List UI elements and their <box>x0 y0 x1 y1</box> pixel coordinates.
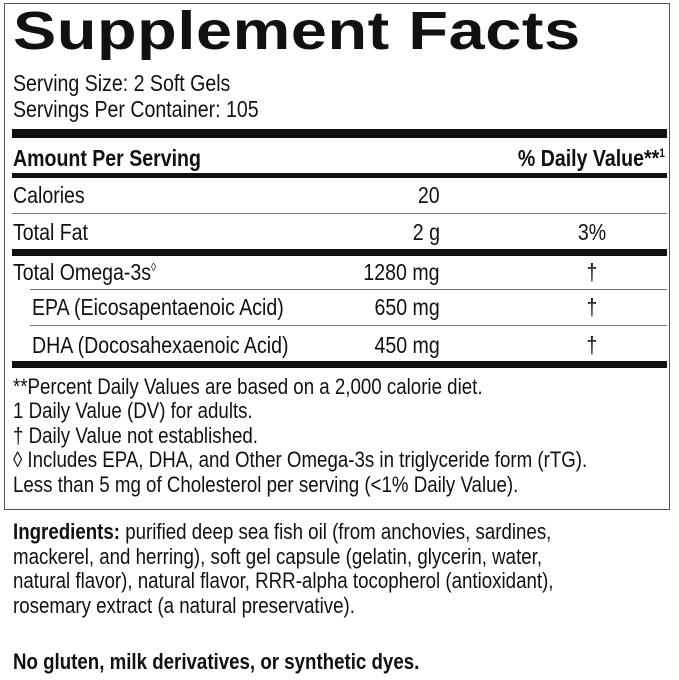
footnote: ◊ Includes EPA, DHA, and Other Omega-3s … <box>13 447 588 472</box>
footnote: **Percent Daily Values are based on a 2,… <box>13 374 483 399</box>
row-dv-total-omega-3s: † <box>586 259 598 285</box>
ingredients-line: natural flavor), natural flavor, RRR-alp… <box>13 568 554 593</box>
daily-value-footnote-mark: 1 <box>659 146 665 160</box>
supplement-facts-panel <box>4 3 670 510</box>
row-label: Total Omega-3s <box>13 259 152 285</box>
allergen-claim: No gluten, milk derivatives, or syntheti… <box>13 649 420 674</box>
divider-thick <box>12 249 667 256</box>
ingredients-label: Ingredients: <box>13 519 121 544</box>
row-amount-epa: 650 mg <box>374 294 440 320</box>
footnote: Less than 5 mg of Cholesterol per servin… <box>13 472 519 497</box>
serving-size: Serving Size: 2 Soft Gels <box>13 70 231 96</box>
divider-thin <box>30 325 667 326</box>
servings-per-container: Servings Per Container: 105 <box>13 96 259 122</box>
footnote-mark: ◊ <box>151 260 157 274</box>
divider-thick <box>12 361 667 368</box>
divider-thick <box>12 129 667 138</box>
row-name-epa: EPA (Eicosapentaenoic Acid) <box>32 294 284 320</box>
divider-thin <box>30 289 667 290</box>
divider-thin <box>12 213 667 214</box>
row-dv-epa: † <box>586 294 598 320</box>
divider-medium <box>12 173 667 178</box>
ingredients-text: purified deep sea fish oil (from anchovi… <box>120 519 552 544</box>
row-amount-total-fat: 2 g <box>412 219 440 245</box>
row-name-dha: DHA (Docosahexaenoic Acid) <box>32 332 289 358</box>
row-amount-total-omega-3s: 1280 mg <box>363 259 440 285</box>
daily-value-header: % Daily Value**1 <box>518 145 665 171</box>
daily-value-label: % Daily Value** <box>518 145 660 171</box>
row-dv-dha: † <box>586 332 598 358</box>
row-dv-total-fat: 3% <box>577 219 607 245</box>
amount-per-serving-header: Amount Per Serving <box>13 145 201 171</box>
ingredients-line: Ingredients: purified deep sea fish oil … <box>13 519 551 545</box>
ingredients-line: mackerel, and herring), soft gel capsule… <box>13 544 543 569</box>
ingredients-line: rosemary extract (a natural preservative… <box>13 593 355 618</box>
footnote: † Daily Value not established. <box>13 423 258 448</box>
row-amount-calories: 20 <box>418 182 440 208</box>
panel-title: Supplement Facts <box>13 1 581 61</box>
footnote: 1 Daily Value (DV) for adults. <box>13 398 253 423</box>
row-name-calories: Calories <box>13 182 85 208</box>
row-name-total-fat: Total Fat <box>13 219 88 245</box>
row-amount-dha: 450 mg <box>374 332 440 358</box>
row-name-total-omega-3s: Total Omega-3s◊ <box>13 259 156 285</box>
